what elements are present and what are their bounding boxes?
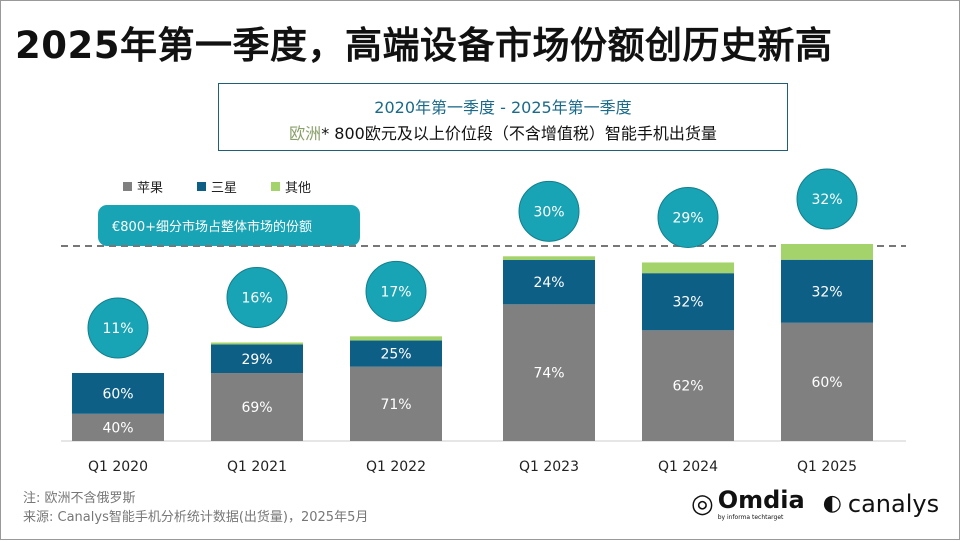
- bar-segment-apple: [781, 322, 873, 441]
- segment-share-bubble: [87, 297, 149, 359]
- bar-segment-others: [642, 262, 734, 274]
- legend-label: 其他: [285, 181, 312, 196]
- data-label: 71%: [380, 397, 411, 413]
- legend-item-apple: 苹果: [123, 177, 163, 196]
- data-label: 25%: [380, 347, 411, 363]
- omdia-text: Omdia: [717, 486, 805, 514]
- segment-share-label: 17%: [380, 284, 411, 300]
- bar-segment-others: [211, 342, 303, 345]
- x-tick-label: Q1 2025: [797, 459, 857, 475]
- data-label: 60%: [811, 375, 842, 391]
- canalys-logo: ◐ canalys: [822, 489, 940, 518]
- legend-label: 苹果: [137, 181, 164, 196]
- canalys-text: canalys: [847, 489, 940, 518]
- segment-share-label: 11%: [102, 321, 133, 337]
- data-label: 62%: [672, 379, 703, 395]
- segment-share-bubble: [657, 186, 719, 248]
- segment-share-bubble: [365, 260, 427, 322]
- legend-swatch: [197, 182, 207, 191]
- subtitle-box: 2020年第一季度 - 2025年第一季度 欧洲* 800欧元及以上价位段（不含…: [218, 83, 788, 151]
- bar-segment-apple: [350, 366, 442, 441]
- data-label: 60%: [102, 386, 133, 402]
- footnote-note: 注: 欧洲不含俄罗斯: [23, 491, 136, 506]
- legend-item-samsung: 三星: [197, 177, 237, 196]
- data-label: 24%: [533, 275, 564, 291]
- footnote-source: 来源: Canalys智能手机分析统计数据(出货量)，2025年5月: [23, 510, 369, 525]
- segment-share-label: 16%: [241, 291, 272, 307]
- segment-share-callout: €800+细分市场占整体市场的份额: [98, 205, 360, 246]
- segment-share-label: 29%: [672, 210, 703, 226]
- segment-share-bubble: [226, 267, 288, 328]
- logos: ◎ Omdia by informa techtarget ◐ canalys: [691, 486, 939, 521]
- bar-segment-samsung: [72, 373, 164, 414]
- bar-segment-samsung: [642, 273, 734, 331]
- x-tick-label: Q1 2021: [227, 459, 287, 475]
- segment-share-label: 30%: [533, 204, 564, 220]
- x-tick-label: Q1 2023: [519, 459, 579, 475]
- segment-share-bubble: [796, 168, 858, 230]
- data-label: 32%: [672, 295, 703, 311]
- data-label: 69%: [241, 400, 272, 416]
- bar-segment-others: [503, 256, 595, 261]
- data-label: 40%: [102, 420, 133, 436]
- subtitle-period: 2020年第一季度 - 2025年第一季度: [374, 98, 632, 117]
- subtitle-description: 欧洲* 800欧元及以上价位段（不含增值税）智能手机出货量: [219, 120, 787, 144]
- legend: 苹果 三星 其他: [123, 177, 311, 196]
- legend-item-others: 其他: [271, 177, 311, 196]
- bar-segment-samsung: [350, 340, 442, 367]
- bar-segment-apple: [72, 413, 164, 441]
- legend-swatch: [123, 182, 132, 191]
- bar-segment-apple: [503, 304, 595, 441]
- bar-segment-samsung: [503, 260, 595, 305]
- data-label: 32%: [811, 284, 842, 300]
- bar-segment-others: [781, 244, 873, 260]
- bar-segment-samsung: [781, 259, 873, 323]
- data-label: 74%: [533, 366, 564, 382]
- x-tick-label: Q1 2024: [658, 459, 718, 475]
- bar-segment-apple: [211, 373, 303, 441]
- x-tick-label: Q1 2022: [366, 459, 426, 475]
- segment-share-label: 32%: [811, 192, 842, 208]
- data-label: 29%: [241, 352, 272, 368]
- omdia-sub: by informa techtarget: [717, 514, 784, 521]
- x-tick-label: Q1 2020: [88, 459, 148, 475]
- bar-segment-others: [350, 336, 442, 341]
- subtitle-region: 欧洲: [289, 124, 322, 143]
- omdia-logo: ◎ Omdia by informa techtarget: [691, 486, 805, 521]
- bar-segment-apple: [642, 330, 734, 441]
- bar-segment-samsung: [211, 344, 303, 374]
- segment-share-bubble: [518, 180, 580, 242]
- legend-swatch: [271, 182, 281, 191]
- subtitle-text: * 800欧元及以上价位段（不含增值税）智能手机出货量: [321, 124, 717, 143]
- page-title: 2025年第一季度，高端设备市场份额创历史新高: [15, 24, 833, 67]
- footnote: 注: 欧洲不含俄罗斯 来源: Canalys智能手机分析统计数据(出货量)，20…: [23, 489, 368, 527]
- legend-label: 三星: [211, 181, 238, 196]
